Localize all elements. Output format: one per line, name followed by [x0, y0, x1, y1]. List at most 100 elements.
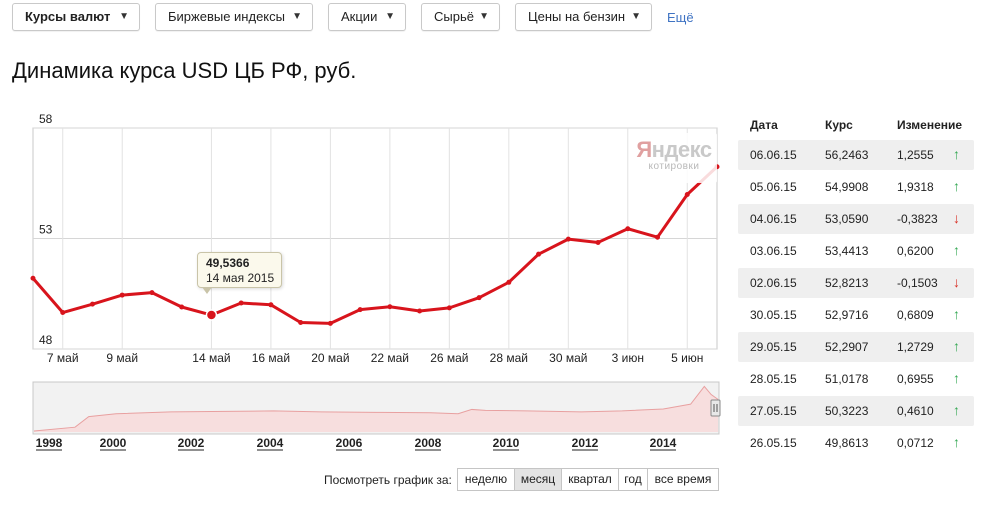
nav-currency-rates[interactable]: Курсы валют ▼: [12, 3, 140, 31]
watermark-brand: Яндекс: [636, 137, 712, 162]
table-row: 05.06.15 54,9908 1,9318 ↑: [738, 172, 974, 202]
data-point[interactable]: [149, 290, 155, 296]
overview-year-label: 1998: [36, 436, 63, 450]
x-tick-label: 20 май: [311, 351, 349, 365]
data-point[interactable]: [298, 319, 304, 325]
cell-date: 02.06.15: [750, 276, 797, 290]
chevron-down-icon: ▼: [119, 11, 129, 22]
data-point[interactable]: [595, 239, 601, 245]
data-point[interactable]: [565, 236, 571, 242]
x-tick-label: 14 май: [192, 351, 230, 365]
data-point[interactable]: [506, 279, 512, 285]
table-row: 26.05.15 49,8613 0,0712 ↑: [738, 428, 974, 458]
data-point[interactable]: [179, 304, 185, 310]
x-tick-label: 30 май: [549, 351, 587, 365]
yandex-watermark: Яндекс котировки: [631, 133, 717, 183]
data-point[interactable]: [417, 308, 423, 314]
data-point[interactable]: [60, 310, 66, 316]
overview-line: [33, 385, 719, 432]
cell-rate: 52,8213: [825, 276, 869, 290]
nav-stocks[interactable]: Акции ▼: [328, 3, 406, 31]
period-quarter-button[interactable]: квартал: [561, 468, 619, 491]
nav-stock-indices[interactable]: Биржевые индексы ▼: [155, 3, 313, 31]
cell-change: 0,6809: [897, 308, 934, 322]
cell-change: 1,2729: [897, 340, 934, 354]
data-point[interactable]: [446, 305, 452, 311]
arrow-down-icon: ↓: [953, 274, 960, 290]
arrow-up-icon: ↑: [953, 146, 960, 162]
table-row: 29.05.15 52,2907 1,2729 ↑: [738, 332, 974, 362]
cell-rate: 52,2907: [825, 340, 869, 354]
rate-chart: 7 май 9 май 14 май 16 май 20 май 22 май 26 май…: [30, 112, 721, 451]
page-title: Динамика курса USD ЦБ РФ, руб.: [12, 58, 357, 83]
header-change: Изменение: [897, 118, 963, 132]
cell-rate: 53,4413: [825, 244, 869, 258]
x-tick-label: 7 май: [47, 351, 79, 365]
data-point[interactable]: [536, 251, 542, 257]
nav-stock-indices-label: Биржевые индексы: [168, 9, 285, 24]
overview-year-label: 2010: [493, 436, 520, 450]
data-point[interactable]: [327, 320, 333, 326]
data-point[interactable]: [268, 302, 274, 308]
data-point-highlighted[interactable]: [205, 309, 218, 321]
cell-rate: 54,9908: [825, 180, 869, 194]
cell-change: 0,6955: [897, 372, 934, 386]
cell-date: 05.06.15: [750, 180, 797, 194]
period-month-button[interactable]: месяц: [514, 468, 562, 491]
tooltip-tail: [202, 287, 212, 294]
cell-date: 29.05.15: [750, 340, 797, 354]
table-row: 28.05.15 51,0178 0,6955 ↑: [738, 364, 974, 394]
y-tick-label: 53: [39, 223, 53, 237]
data-point[interactable]: [357, 307, 363, 313]
data-point[interactable]: [89, 301, 95, 307]
data-point[interactable]: [238, 300, 244, 306]
overview-handle[interactable]: [710, 399, 721, 417]
overview-year-label: 2002: [178, 436, 205, 450]
data-point[interactable]: [30, 275, 36, 281]
data-point[interactable]: [387, 304, 393, 310]
x-tick-label: 5 июн: [671, 351, 703, 365]
cell-change: -0,3823: [897, 212, 938, 226]
table-row: 27.05.15 50,3223 0,4610 ↑: [738, 396, 974, 426]
header-rate: Курс: [825, 118, 853, 132]
arrow-down-icon: ↓: [953, 210, 960, 226]
data-point[interactable]: [625, 226, 631, 232]
cell-change: 0,4610: [897, 404, 934, 418]
data-point[interactable]: [684, 192, 690, 198]
cell-date: 26.05.15: [750, 436, 797, 450]
cell-rate: 49,8613: [825, 436, 869, 450]
period-all-time-button[interactable]: все время: [647, 468, 719, 491]
nav-commodities[interactable]: Сырьё ▼: [421, 3, 500, 31]
chevron-down-icon: ▼: [631, 11, 641, 22]
arrow-up-icon: ↑: [953, 338, 960, 354]
chevron-down-icon: ▼: [292, 11, 302, 22]
data-point[interactable]: [476, 295, 482, 301]
chart-tooltip: 49,5366 14 мая 2015: [197, 252, 282, 294]
nav-fuel-prices-label: Цены на бензин: [528, 9, 626, 24]
arrow-up-icon: ↑: [953, 434, 960, 450]
cell-date: 04.06.15: [750, 212, 797, 226]
cell-change: 0,6200: [897, 244, 934, 258]
x-tick-label: 28 май: [490, 351, 528, 365]
arrow-up-icon: ↑: [953, 306, 960, 322]
nav-fuel-prices[interactable]: Цены на бензин ▼: [515, 3, 652, 31]
data-point[interactable]: [655, 234, 661, 240]
period-week-button[interactable]: неделю: [457, 468, 515, 491]
arrow-up-icon: ↑: [953, 402, 960, 418]
cell-rate: 52,9716: [825, 308, 869, 322]
chevron-down-icon: ▼: [479, 11, 489, 22]
arrow-up-icon: ↑: [953, 178, 960, 194]
overview-area: [34, 386, 718, 432]
cell-rate: 50,3223: [825, 404, 869, 418]
arrow-up-icon: ↑: [953, 370, 960, 386]
more-link[interactable]: Ещё: [667, 10, 694, 25]
arrow-up-icon: ↑: [953, 242, 960, 258]
tooltip-date: 14 мая 2015: [206, 271, 275, 285]
overview-year-label: 2004: [257, 436, 284, 450]
cell-date: 06.06.15: [750, 148, 797, 162]
x-tick-label: 26 май: [430, 351, 468, 365]
data-point[interactable]: [119, 292, 125, 298]
period-year-button[interactable]: год: [618, 468, 648, 491]
chevron-down-icon: ▼: [385, 11, 395, 22]
cell-change: 1,2555: [897, 148, 934, 162]
